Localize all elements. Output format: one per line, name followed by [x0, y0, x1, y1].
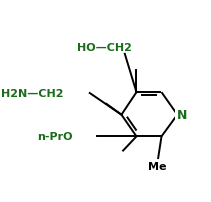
Text: N: N [177, 109, 188, 122]
Text: Me: Me [148, 162, 166, 171]
Text: H2N—CH2: H2N—CH2 [1, 88, 63, 99]
Text: HO—CH2: HO—CH2 [77, 43, 132, 53]
Text: n-PrO: n-PrO [37, 132, 72, 142]
